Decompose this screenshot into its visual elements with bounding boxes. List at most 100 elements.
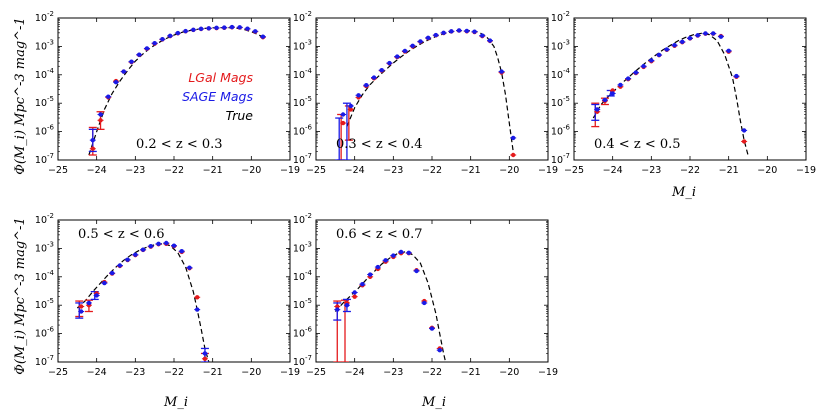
y-tick-label: 10-6 (293, 124, 313, 138)
sage-point (109, 270, 115, 276)
sage-point (680, 39, 685, 45)
sage-point (383, 258, 388, 263)
x-tick-label: −24 (345, 367, 365, 378)
sage-point (86, 300, 92, 306)
y-tick-label: 10-3 (35, 240, 54, 254)
panel-4: −25 −24 −23 −22 −21 −20 −19 10-7 10-6 10-5 10-4 10-… (35, 212, 300, 378)
sage-point (98, 112, 103, 117)
y-tick-label: 10-6 (293, 326, 313, 340)
y-tick-label: 10-5 (293, 297, 312, 311)
sage-point (664, 47, 669, 52)
panel-3: −25 −24 −23 −22 −21 −20 −19 10-7 10-6 10-5 10-4 10-… (551, 10, 816, 176)
redshift-label: 0.5 < z < 0.6 (78, 227, 165, 242)
sage-point (402, 48, 408, 54)
sage-point (171, 243, 177, 248)
x-tick-label: −25 (564, 165, 584, 176)
y-tick-label: 10-5 (551, 95, 570, 109)
sage-point (364, 83, 369, 88)
y-tick-label: 10-2 (551, 10, 570, 24)
ylabel-top: Φ(M_i) Mpc^-3 mag^-1 (13, 17, 28, 174)
sage-point (429, 326, 435, 331)
x-tick-label: −23 (641, 165, 661, 176)
plot-area (75, 240, 210, 362)
sage-point (113, 79, 119, 85)
x-tick-label: −22 (164, 165, 184, 176)
sage-point (456, 28, 462, 33)
sage-point (344, 303, 350, 308)
sage-point (195, 307, 200, 312)
y-tick-label: 10-7 (551, 152, 570, 166)
y-tick-label: 10-7 (293, 152, 312, 166)
sage-point (395, 54, 400, 59)
x-tick-label: −21 (461, 367, 481, 378)
sage-point (711, 31, 716, 36)
x-tick-label: −25 (306, 165, 326, 176)
redshift-label: 0.6 < z < 0.7 (336, 227, 423, 242)
panel-5: −25 −24 −23 −22 −21 −20 −19 10-7 10-6 10-5 10-4 10-… (293, 212, 558, 378)
sage-point (595, 107, 600, 112)
ylabel-bottom: Φ(M_i) Mpc^-3 mag^-1 (13, 217, 28, 374)
x-tick-label: −19 (280, 367, 300, 378)
sage-point (152, 40, 157, 46)
sage-point (441, 30, 446, 36)
sage-point (418, 39, 423, 44)
lgal-point (195, 295, 200, 300)
sage-point (121, 69, 126, 74)
x-tick-label: −20 (757, 165, 777, 176)
sage-point (179, 248, 184, 254)
sage-point (137, 52, 142, 57)
sage-point (472, 29, 477, 34)
lgal-point (348, 107, 353, 112)
sage-point (379, 68, 384, 73)
sage-point (726, 48, 731, 53)
sage-point (641, 64, 646, 69)
sage-point (422, 300, 427, 306)
sage-point (625, 76, 631, 81)
panel-1: −25 −24 −23 −22 −21 −20 −19 10-7 10-6 10-5 10-4 10-… (35, 10, 300, 176)
sage-point (360, 281, 365, 287)
y-tick-label: 10-3 (293, 240, 312, 254)
sage-point (156, 241, 161, 247)
y-tick-label: 10-7 (35, 354, 54, 368)
sage-point (414, 268, 419, 274)
sage-point (140, 247, 146, 252)
sage-point (449, 29, 454, 34)
y-tick-label: 10-6 (551, 124, 571, 138)
sage-point (183, 28, 188, 34)
xlabel-panel-5: M_i (421, 395, 446, 410)
sage-point (245, 26, 250, 31)
sage-point (387, 60, 392, 66)
plot-area (591, 31, 749, 156)
y-tick-label: 10-2 (35, 212, 54, 226)
sage-point (117, 263, 123, 268)
y-tick-label: 10-5 (35, 297, 54, 311)
sage-point (206, 26, 211, 31)
sage-point (511, 135, 516, 141)
sage-point (672, 43, 677, 48)
sage-point (260, 34, 266, 39)
sage-point (695, 33, 700, 38)
lgal-point (340, 120, 346, 126)
sage-point (610, 91, 615, 96)
plot-area (88, 24, 266, 156)
lgal-point (741, 139, 747, 144)
x-tick-label: −22 (680, 165, 700, 176)
sage-point (410, 43, 415, 48)
sage-point (164, 240, 169, 246)
x-tick-label: −19 (538, 165, 558, 176)
sage-point (367, 272, 373, 277)
lgal-point (335, 304, 340, 309)
sage-point (148, 243, 153, 249)
sage-point (356, 93, 361, 98)
plot-area (333, 249, 447, 362)
sage-point (198, 26, 204, 32)
sage-point (202, 351, 208, 356)
sage-point (718, 34, 724, 39)
sage-point (191, 27, 196, 32)
y-tick-label: 10-6 (35, 326, 55, 340)
y-tick-label: 10-3 (551, 38, 570, 52)
sage-point (499, 69, 504, 74)
sage-point (340, 112, 346, 117)
y-tick-label: 10-4 (293, 67, 313, 81)
sage-point (229, 24, 235, 30)
